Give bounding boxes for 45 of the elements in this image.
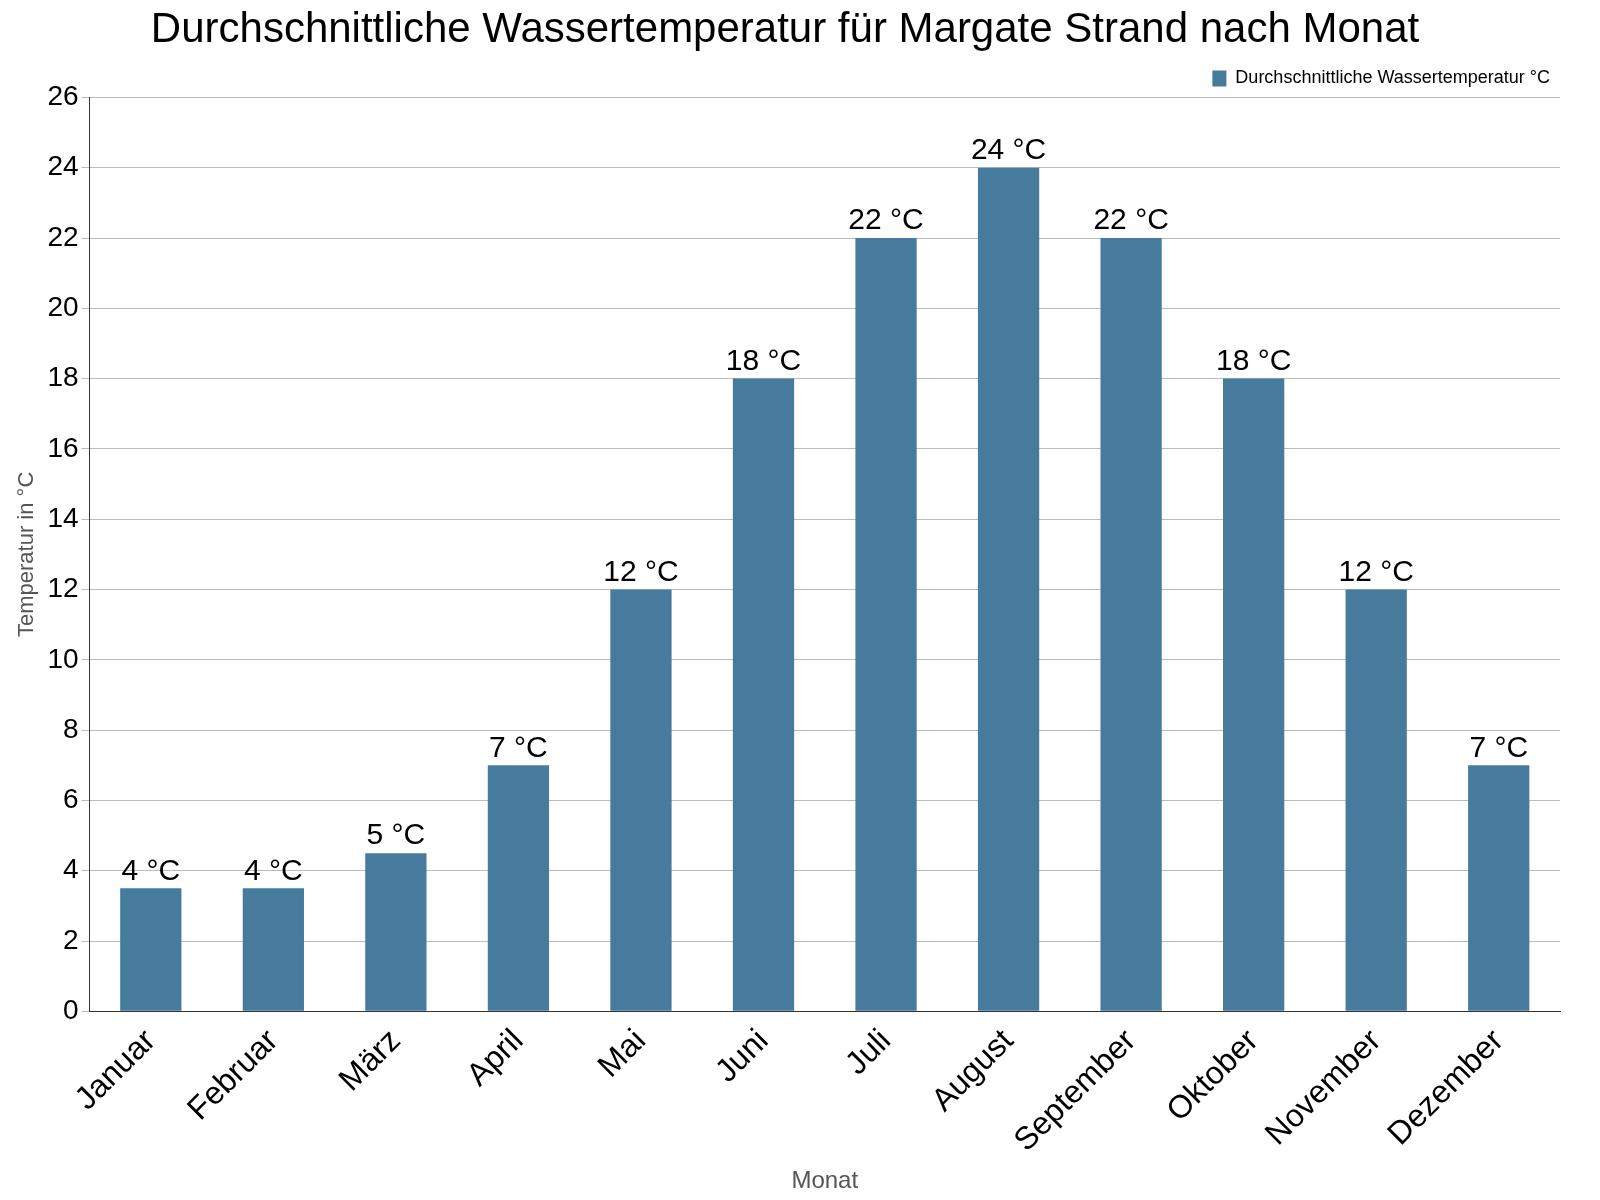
bar [242, 888, 304, 1011]
bar [732, 378, 795, 1011]
data-label: 5 °C [366, 817, 426, 851]
y-tick-label: 2 [62, 923, 79, 955]
data-label: 4 °C [244, 852, 303, 886]
y-tick-label: 26 [47, 80, 79, 112]
data-label: 7 °C [489, 729, 548, 763]
legend-label: Durchschnittliche Wassertemperatur °C [1235, 67, 1551, 88]
data-label: 22 °C [848, 202, 924, 236]
data-label: 12 °C [603, 553, 679, 587]
bar [855, 238, 917, 1011]
bar [1223, 378, 1285, 1011]
data-label: 18 °C [1215, 342, 1292, 376]
data-label: 24 °C [970, 131, 1047, 165]
data-label: 4 °C [121, 852, 181, 886]
y-tick-label: 6 [62, 783, 79, 815]
bar [977, 167, 1040, 1011]
y-tick-label: 22 [47, 220, 79, 252]
y-tick-label: 24 [47, 150, 79, 182]
y-tick-label: 10 [47, 642, 79, 674]
bar [1345, 589, 1407, 1011]
bar [365, 853, 427, 1011]
data-label: 18 °C [725, 342, 802, 376]
y-axis-title: Temperatur in °C [13, 471, 39, 638]
y-tick-label: 14 [47, 501, 79, 533]
y-tick-label: 0 [62, 994, 79, 1026]
bar [610, 589, 672, 1011]
y-tick-label: 4 [62, 853, 79, 885]
x-tick-label: Mai [590, 1021, 653, 1084]
y-tick-label: 18 [47, 361, 79, 393]
data-label: 12 °C [1338, 553, 1414, 587]
bar [487, 765, 550, 1011]
y-tick-label: 8 [62, 712, 79, 744]
y-tick-label: 16 [47, 431, 79, 463]
x-tick-label: Juni [707, 1021, 775, 1089]
y-tick-label: 12 [47, 572, 79, 604]
y-tick-label: 20 [47, 291, 79, 323]
x-tick-label: Juli [837, 1021, 898, 1082]
bar [1100, 238, 1162, 1011]
data-label: 22 °C [1093, 202, 1169, 236]
bar [1468, 765, 1530, 1011]
data-label: 7 °C [1469, 729, 1529, 763]
x-axis-title: Monat [791, 1166, 859, 1194]
chart-title: Durchschnittliche Wassertemperatur für Margate Strand nach Monat [150, 3, 1420, 51]
bar [120, 888, 182, 1011]
